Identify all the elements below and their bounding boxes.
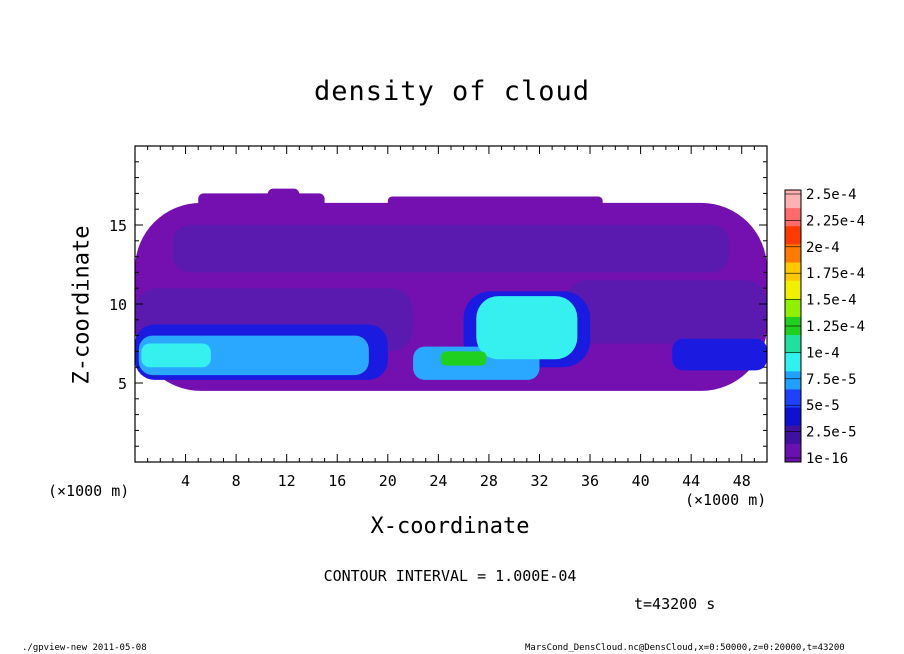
contour-region-12 [476, 296, 578, 360]
x-tick-label-1: 8 [232, 472, 241, 490]
colorbar-swatch-5 [785, 280, 801, 300]
colorbar-swatch-3 [785, 244, 801, 264]
y-tick-label-1: 10 [109, 296, 127, 314]
x-axis-label: X-coordinate [370, 514, 530, 539]
colorbar-label-10: 1e-16 [806, 451, 848, 467]
y-tick-label-2: 15 [109, 217, 127, 235]
colorbar-swatch-8 [785, 335, 801, 354]
colorbar-swatch-9 [785, 353, 801, 372]
x-tick-label-8: 36 [581, 472, 599, 490]
x-axis-ticks: 4 8 12 16 20 24 28 32 36 40 44 48 [147, 146, 755, 490]
colorbar-label-3: 1.75e-4 [806, 266, 865, 282]
chart-title: density of cloud [313, 76, 591, 107]
colorbar-label-7: 7.5e-5 [806, 372, 857, 388]
contour-region-14 [440, 351, 487, 366]
colorbar-swatch-4 [785, 262, 801, 282]
time-label: t=43200 s [634, 595, 716, 613]
colorbar-swatch-0 [785, 190, 801, 209]
colorbar-label-4: 1.5e-4 [806, 293, 857, 309]
contour-region-4 [172, 225, 730, 273]
y-tick-label-0: 5 [118, 375, 127, 393]
contour-region-1 [198, 193, 325, 210]
x-tick-label-11: 48 [733, 472, 751, 490]
x-tick-label-3: 16 [328, 472, 346, 490]
y-axis-ticks: 5 10 15 [109, 161, 767, 447]
contour-region-9 [672, 338, 767, 371]
x-tick-label-9: 40 [632, 472, 650, 490]
footer-right: MarsCond_DensCloud.nc@DensCloud,x=0:5000… [525, 643, 845, 653]
plot-regions [135, 188, 767, 391]
colorbar-label-6: 1e-4 [806, 345, 840, 361]
y-axis-label: Z-coordinate [69, 225, 95, 385]
x-tick-label-0: 4 [181, 472, 190, 490]
colorbar-swatch-14 [785, 443, 801, 463]
colorbar-label-1: 2.25e-4 [806, 213, 865, 229]
colorbar: 2.5e-4 2.25e-4 2e-4 1.75e-4 1.5e-4 1.25e-4 1e-… [784, 187, 865, 467]
colorbar-label-2: 2e-4 [806, 240, 840, 256]
colorbar-swatch-11 [785, 389, 801, 409]
colorbar-swatch-10 [785, 371, 801, 390]
x-tick-label-7: 32 [530, 472, 548, 490]
colorbar-label-8: 5e-5 [806, 398, 840, 414]
contour-region-13 [141, 343, 211, 368]
x-tick-label-5: 24 [429, 472, 447, 490]
x-tick-label-10: 44 [682, 472, 700, 490]
colorbar-label-0: 2.5e-4 [806, 187, 857, 203]
footer-left: ./gpview-new 2011-05-08 [22, 643, 147, 653]
contour-region-2 [387, 196, 603, 210]
colorbar-swatch-13 [785, 425, 801, 445]
contour-region-6 [564, 280, 767, 344]
colorbar-label-5: 1.25e-4 [806, 319, 865, 335]
x-tick-label-6: 28 [480, 472, 498, 490]
colorbar-swatch-1 [785, 208, 801, 227]
x-unit-left: (×1000 m) [48, 482, 130, 500]
x-unit-right: (×1000 m) [685, 491, 767, 509]
colorbar-swatch-6 [785, 298, 801, 318]
colorbar-swatch-12 [785, 407, 801, 427]
x-tick-label-2: 12 [278, 472, 296, 490]
colorbar-label-9: 2.5e-5 [806, 425, 857, 441]
colorbar-swatch-2 [785, 226, 801, 245]
contour-region-3 [267, 188, 300, 205]
x-tick-label-4: 20 [379, 472, 397, 490]
contour-interval: CONTOUR INTERVAL = 1.000E-04 [323, 567, 577, 585]
